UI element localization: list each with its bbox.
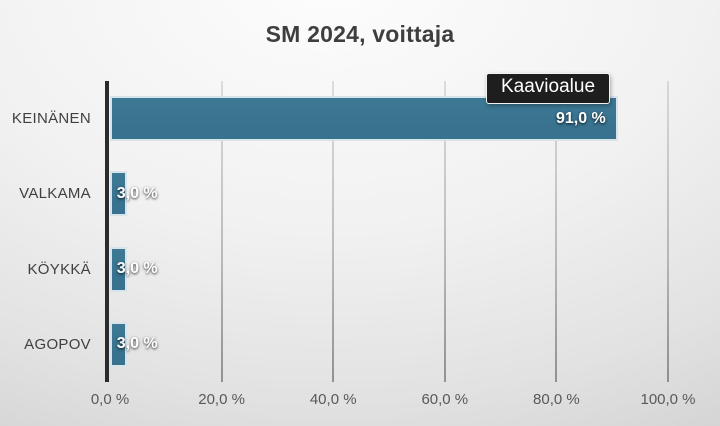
- category-label: KÖYKKÄ: [27, 260, 91, 278]
- value-label: 3,0 %: [116, 184, 158, 202]
- gridline: [667, 81, 669, 382]
- bar[interactable]: [110, 246, 127, 292]
- gridline: [220, 81, 223, 382]
- bar[interactable]: [110, 171, 127, 217]
- category-label: VALKAMA: [19, 185, 91, 203]
- gridline: [443, 81, 446, 382]
- chart-title: SM 2024, voittaja: [265, 21, 455, 47]
- category-label: KEINÄNEN: [11, 110, 91, 128]
- category-label: AGOPOV: [24, 335, 91, 353]
- value-label: 3,0 %: [116, 335, 158, 353]
- gridline: [332, 81, 335, 382]
- x-tick-label: 0,0 %: [90, 391, 130, 408]
- category-axis: KEINÄNEN VALKAMA KÖYKKÄ AGOPOV: [0, 81, 91, 382]
- y-axis-line: [105, 81, 109, 382]
- plot-area[interactable]: 91,0 % 3,0 % 3,0 % 3,0 %: [105, 81, 669, 382]
- x-tick-label: 80,0 %: [533, 391, 580, 408]
- gridline: [555, 81, 558, 382]
- x-axis-ticks: 0,0 % 20,0 % 40,0 % 60,0 % 80,0 % 100,0 %: [91, 391, 696, 411]
- x-tick-label: 40,0 %: [309, 391, 357, 408]
- value-label: 3,0 %: [116, 260, 158, 278]
- chart-area-tooltip: Kaavioalue: [486, 73, 611, 104]
- x-tick-label: 100,0 %: [640, 391, 696, 408]
- x-tick-label: 20,0 %: [198, 391, 245, 408]
- x-tick-label: 60,0 %: [421, 391, 469, 408]
- bar[interactable]: [110, 321, 127, 367]
- value-label: 91,0 %: [555, 109, 606, 127]
